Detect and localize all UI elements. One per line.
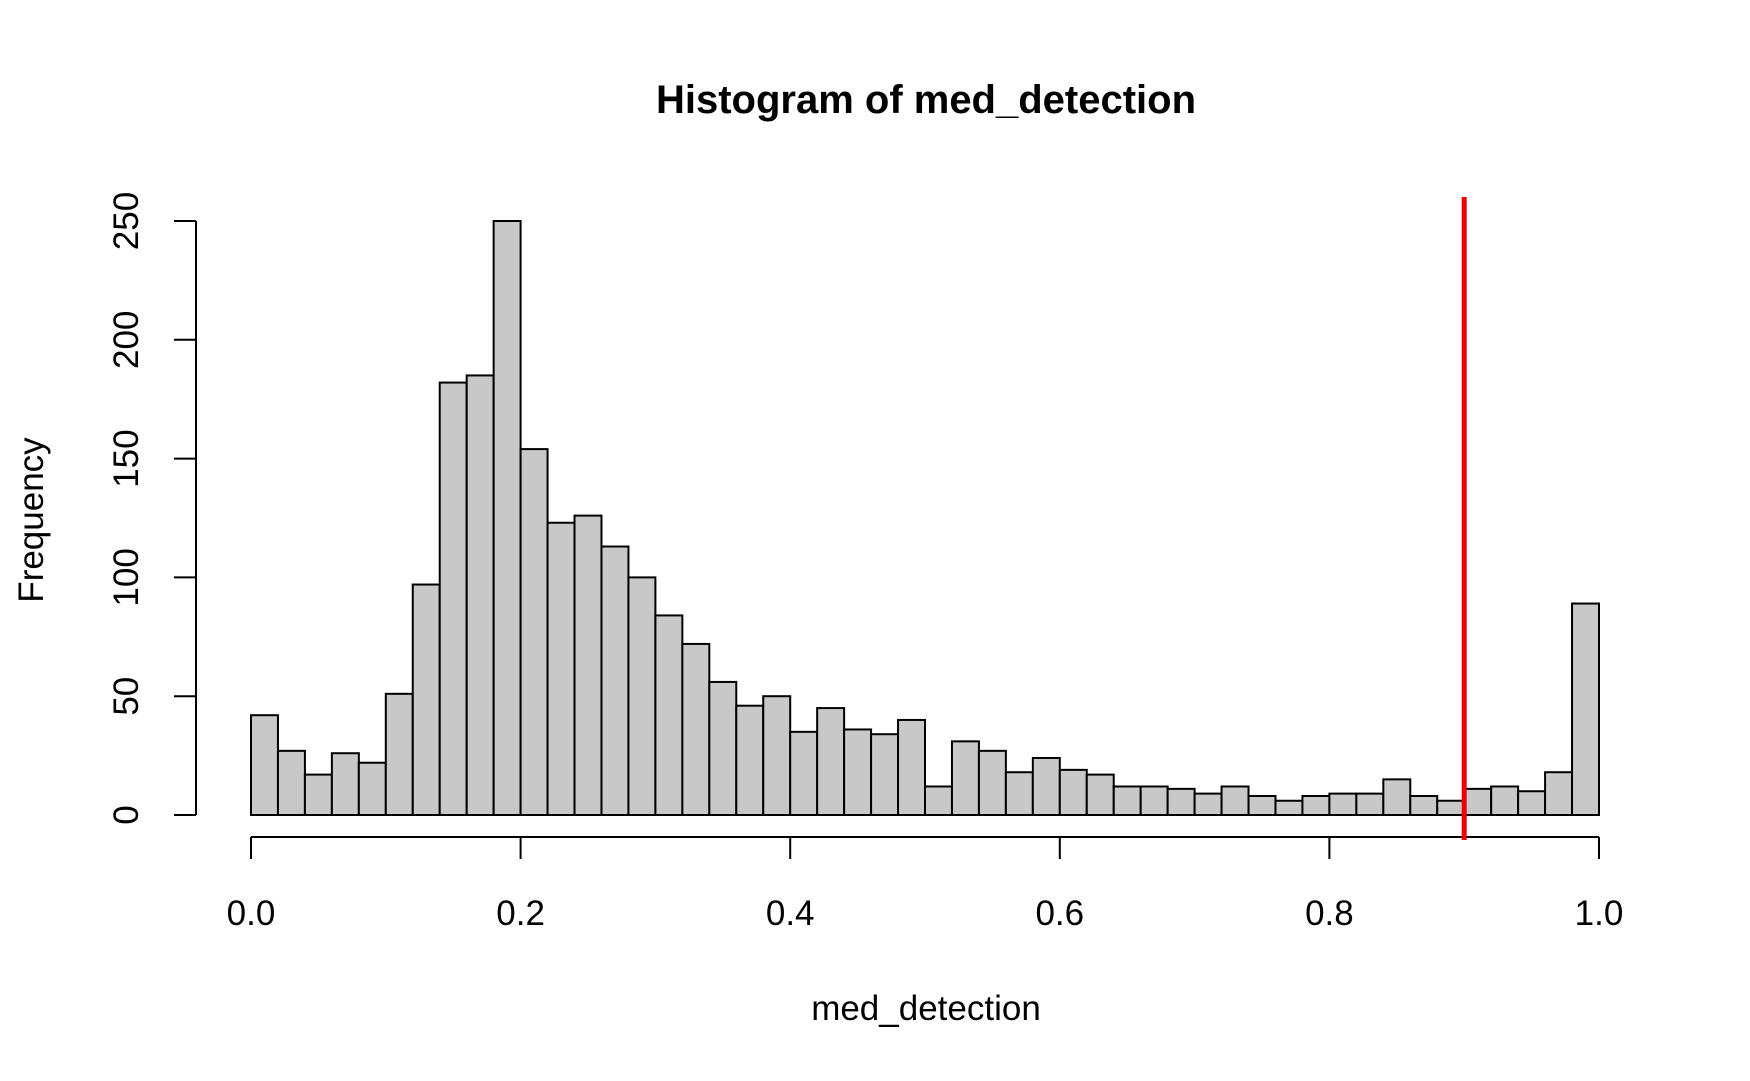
chart-title: Histogram of med_detection (656, 78, 1196, 122)
x-tick-label: 0.6 (1035, 894, 1084, 933)
histogram-bar (681, 642, 711, 816)
histogram-bar (1220, 785, 1250, 816)
histogram-bar (1382, 778, 1412, 816)
x-tick-label: 0.8 (1305, 894, 1354, 933)
histogram-bar (1355, 792, 1385, 817)
histogram-bar (1166, 787, 1196, 817)
histogram-bar (1490, 785, 1520, 816)
histogram-bar (330, 752, 360, 816)
bars-group (250, 220, 1601, 817)
histogram-bar (627, 576, 657, 817)
y-tick-label: 100 (107, 548, 146, 606)
histogram-bar (789, 730, 819, 817)
histogram-bar (1139, 785, 1169, 816)
histogram-bar (1193, 792, 1223, 817)
histogram-bar (1328, 792, 1358, 817)
histogram-bar (870, 733, 900, 816)
histogram-bar (357, 761, 387, 817)
histogram-bar (1112, 785, 1142, 816)
histogram-bar (1031, 756, 1061, 817)
histogram-bar (492, 220, 522, 816)
histogram-bar (1085, 773, 1115, 816)
y-tick-label: 200 (107, 311, 146, 369)
histogram-bar (1409, 794, 1439, 817)
histogram-bar (465, 374, 495, 816)
histogram-bar (950, 740, 980, 816)
histogram-bar (1274, 799, 1304, 817)
histogram-bar (897, 718, 926, 817)
histogram-bar (276, 749, 306, 817)
histogram-bar (303, 773, 333, 816)
histogram-bar (1058, 768, 1088, 817)
histogram-bar (816, 707, 846, 817)
histogram-bar (1004, 771, 1034, 816)
histogram-bar (762, 695, 792, 817)
x-axis-label: med_detection (811, 989, 1041, 1028)
histogram-bar (519, 448, 549, 816)
histogram-bar (1463, 787, 1493, 817)
histogram-bar (1571, 602, 1601, 817)
x-tick-label: 0.2 (496, 894, 545, 933)
histogram-bar (708, 680, 738, 816)
histogram-bar (1517, 790, 1547, 816)
y-axis-label: Frequency (12, 437, 51, 603)
y-tick-label: 150 (107, 429, 146, 487)
histogram-bar (438, 381, 468, 816)
histogram-bar (654, 614, 684, 817)
x-tick-label: 0.4 (766, 894, 815, 933)
histogram-bar (843, 728, 873, 816)
histogram-bar (735, 704, 765, 816)
y-axis: 0 50 100 150 200 250 (107, 192, 197, 825)
histogram-bar (384, 692, 414, 816)
y-tick-label: 0 (107, 805, 146, 824)
x-tick-label: 0.0 (227, 894, 276, 933)
y-tick-label: 50 (107, 677, 146, 716)
histogram-bar (924, 785, 953, 816)
histogram-bar (546, 521, 576, 816)
histogram-bar (1301, 794, 1331, 817)
histogram-bar (1247, 794, 1277, 817)
x-axis: 0.0 0.2 0.4 0.6 0.8 1.0 (227, 836, 1624, 933)
histogram-bar (573, 514, 603, 817)
histogram-bar (411, 583, 441, 817)
histogram-bar (600, 545, 630, 817)
histogram-bar (1436, 799, 1466, 817)
histogram-bar (250, 714, 279, 817)
x-tick-label: 1.0 (1575, 894, 1624, 933)
y-tick-label: 250 (107, 192, 146, 250)
histogram-bar (1544, 771, 1574, 816)
histogram-bar (977, 749, 1007, 817)
